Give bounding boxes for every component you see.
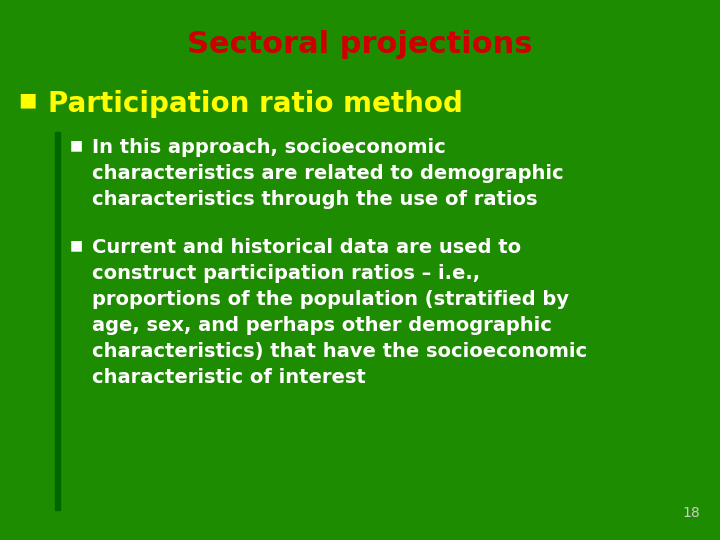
- Bar: [55, 132, 60, 510]
- Text: construct participation ratios – i.e.,: construct participation ratios – i.e.,: [92, 264, 480, 283]
- Text: proportions of the population (stratified by: proportions of the population (stratifie…: [92, 290, 569, 309]
- Text: In this approach, socioeconomic: In this approach, socioeconomic: [92, 138, 446, 157]
- Text: Current and historical data are used to: Current and historical data are used to: [92, 238, 521, 257]
- Text: Sectoral projections: Sectoral projections: [187, 30, 533, 59]
- Text: Participation ratio method: Participation ratio method: [48, 90, 463, 118]
- Text: characteristics) that have the socioeconomic: characteristics) that have the socioecon…: [92, 342, 587, 361]
- Text: 18: 18: [683, 506, 700, 520]
- Text: ■: ■: [70, 238, 83, 252]
- Text: ■: ■: [70, 138, 83, 152]
- Text: ■: ■: [18, 90, 37, 109]
- Text: characteristic of interest: characteristic of interest: [92, 368, 366, 387]
- Text: characteristics through the use of ratios: characteristics through the use of ratio…: [92, 190, 538, 209]
- Text: age, sex, and perhaps other demographic: age, sex, and perhaps other demographic: [92, 316, 552, 335]
- Text: characteristics are related to demographic: characteristics are related to demograph…: [92, 164, 564, 183]
